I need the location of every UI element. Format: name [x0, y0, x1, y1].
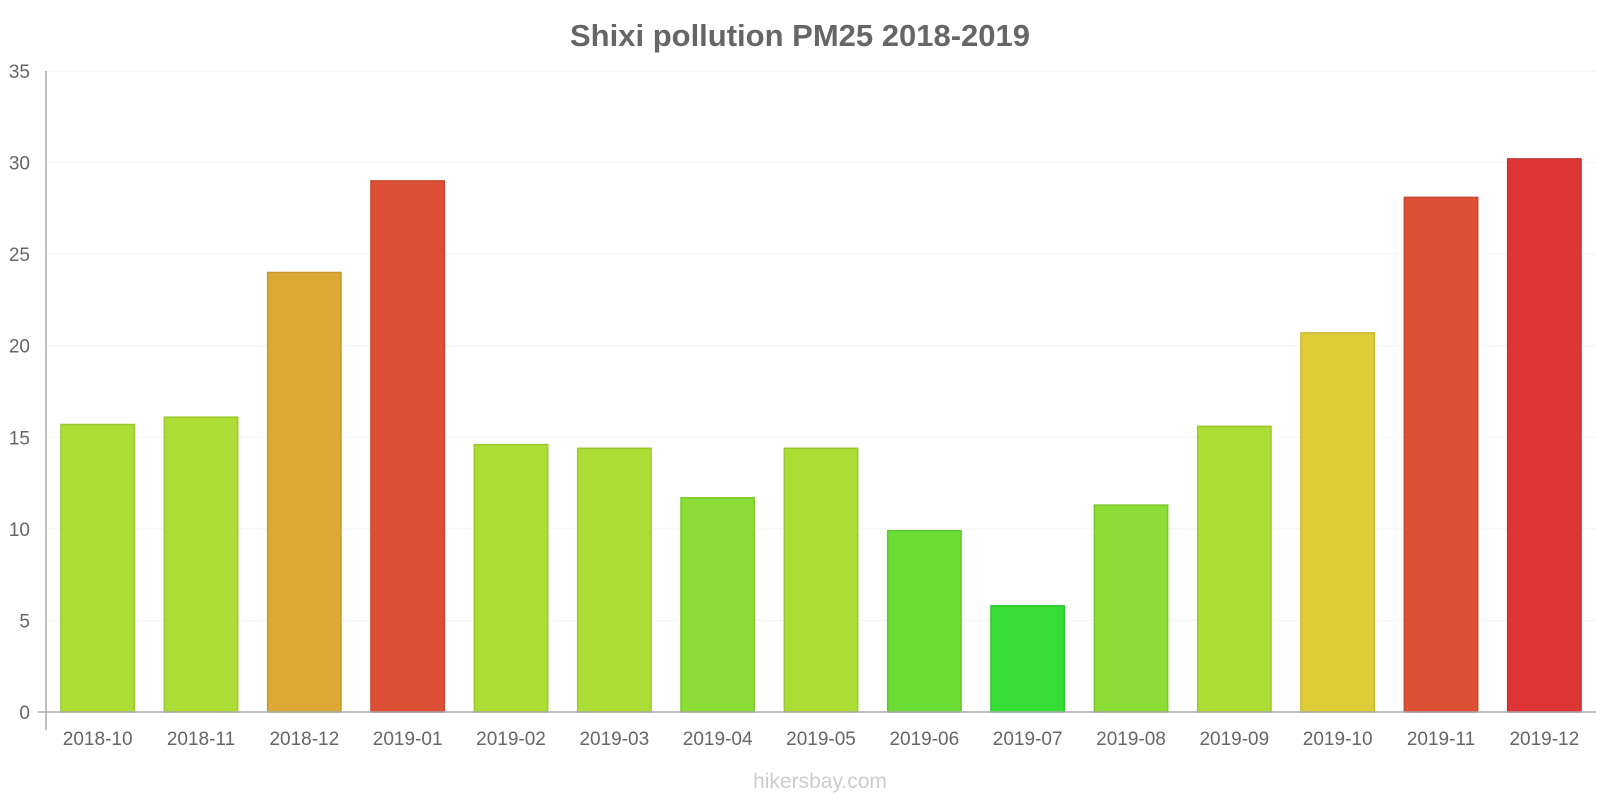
bars	[60, 158, 1582, 713]
bar-2019-02[interactable]	[473, 443, 549, 713]
x-tick-label: 2018-10	[63, 729, 133, 750]
bar-2019-05[interactable]	[783, 447, 859, 713]
bar-2018-11[interactable]	[163, 416, 239, 713]
x-tick-label: 2019-05	[786, 729, 856, 750]
bar-2019-03[interactable]	[576, 447, 652, 713]
bar-2019-07[interactable]	[990, 605, 1066, 713]
x-tick-label: 2019-03	[579, 729, 649, 750]
bar-2019-09[interactable]	[1196, 425, 1272, 713]
y-tick-label: 25	[9, 245, 30, 266]
y-tick-label: 0	[19, 703, 30, 724]
x-tick-label: 2019-07	[993, 729, 1063, 750]
x-axis-ticks: 2018-10 2018-11 2018-12 2019-01 2019-02 2019-…	[63, 729, 1579, 750]
watermark: hikersbay.com	[753, 770, 887, 793]
bar-2018-10[interactable]	[60, 423, 136, 713]
x-tick-label: 2019-02	[476, 729, 546, 750]
x-tick-label: 2018-12	[269, 729, 339, 750]
bar-2019-11[interactable]	[1403, 196, 1479, 713]
y-tick-label: 20	[9, 337, 30, 358]
y-tick-label: 30	[9, 154, 30, 175]
y-axis-ticks: 0 5 10 15 20 25 30 35	[9, 62, 30, 724]
y-tick-label: 35	[9, 62, 30, 83]
bar-2019-12[interactable]	[1506, 158, 1582, 713]
x-tick-label: 2019-04	[683, 729, 753, 750]
x-tick-label: 2018-11	[167, 729, 235, 750]
x-tick-label: 2019-08	[1096, 729, 1166, 750]
y-tick-label: 5	[19, 611, 30, 632]
x-tick-label: 2019-10	[1303, 729, 1373, 750]
x-tick-label: 2019-06	[889, 729, 959, 750]
x-tick-label: 2019-09	[1199, 729, 1269, 750]
bar-2019-06[interactable]	[886, 529, 962, 713]
x-tick-label: 2019-12	[1509, 729, 1579, 750]
y-tick-label: 15	[9, 428, 30, 449]
bar-2019-10[interactable]	[1300, 332, 1376, 713]
bar-2019-08[interactable]	[1093, 504, 1169, 713]
y-tick-label: 10	[9, 520, 30, 541]
x-tick-label: 2019-11	[1407, 729, 1475, 750]
bar-2019-04[interactable]	[680, 496, 756, 713]
x-tick-label: 2019-01	[373, 729, 443, 750]
bar-2018-12[interactable]	[266, 271, 342, 713]
bar-2019-01[interactable]	[370, 180, 446, 713]
chart-title: Shixi pollution PM25 2018-2019	[570, 18, 1030, 53]
